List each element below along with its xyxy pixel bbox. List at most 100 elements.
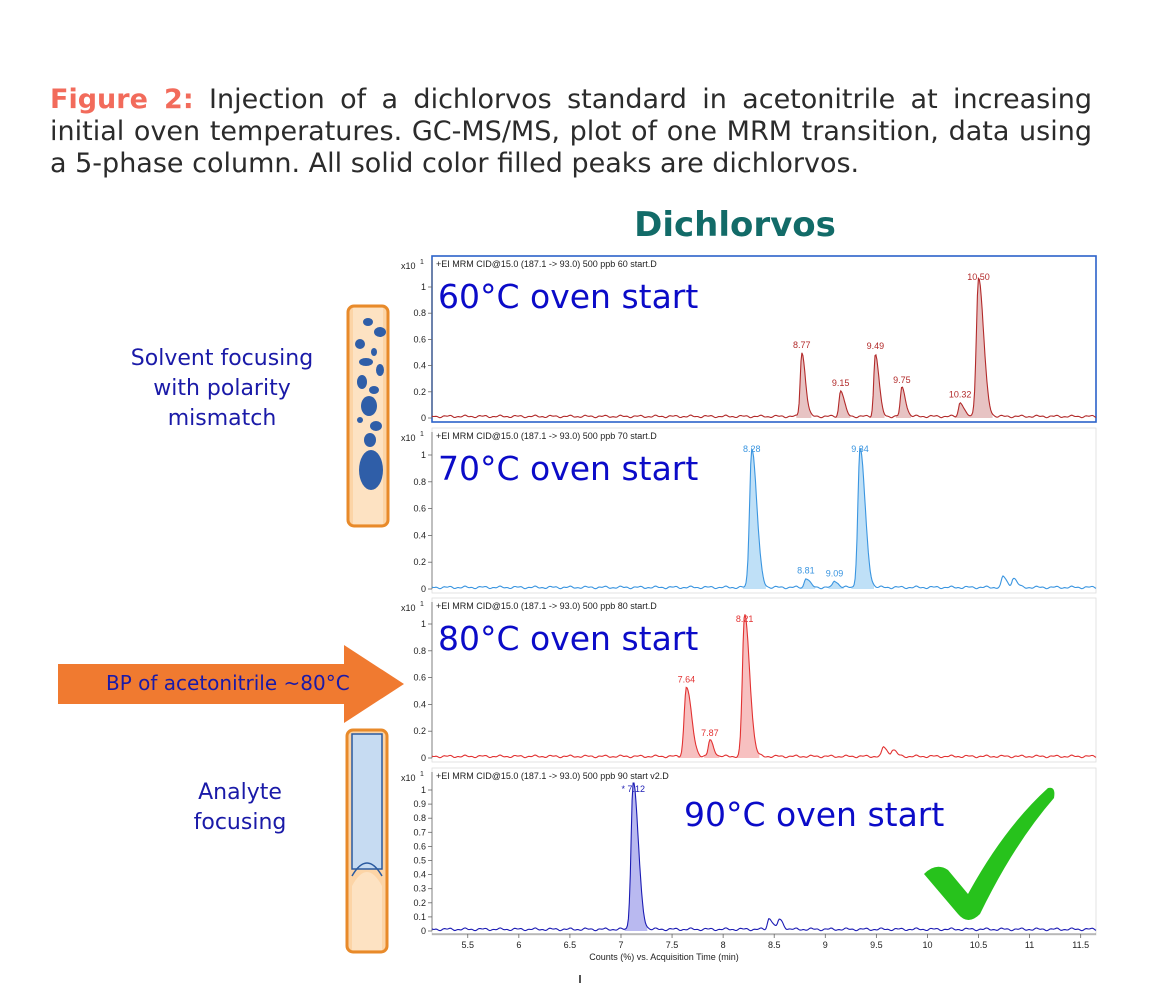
y-tick-label: 0.4 <box>413 361 426 371</box>
y-tick-label: 0.7 <box>413 827 426 837</box>
panel-header-3: +EI MRM CID@15.0 (187.1 -> 93.0) 500 ppb… <box>436 771 669 781</box>
y-tick-label: 0.8 <box>413 308 426 318</box>
series-line-3 <box>431 782 1097 932</box>
column-solvent-focusing-illustration <box>346 304 390 528</box>
x-tick-label: 8 <box>721 940 726 950</box>
green-checkmark-icon <box>924 787 1055 920</box>
x-tick-label: 6.5 <box>564 940 577 950</box>
series-line-1 <box>431 447 1097 590</box>
peak-label-7.87: 7.87 <box>701 728 719 738</box>
peak-label-9.34: 9.34 <box>851 444 869 454</box>
scale-exp-2: 1 <box>420 601 424 608</box>
peak-label-8.77: 8.77 <box>793 340 811 350</box>
x-tick-label: 5.5 <box>461 940 474 950</box>
peak-label-9.15: 9.15 <box>832 378 850 388</box>
peak-label-9.09: 9.09 <box>826 568 844 578</box>
y-tick-label: 0.4 <box>413 530 426 540</box>
x-axis-label: Counts (%) vs. Acquisition Time (min) <box>589 952 739 962</box>
y-tick-label: 0 <box>421 413 426 423</box>
peak-fill-10.32 <box>954 402 970 418</box>
scale-label-1: x10 <box>401 433 416 443</box>
caption-text: Injection of a dichlorvos standard in ac… <box>50 84 1092 179</box>
peak-label-9.49: 9.49 <box>867 341 885 351</box>
y-tick-label: 1 <box>421 450 426 460</box>
y-tick-label: 0.2 <box>413 557 426 567</box>
peak-fill-9.75 <box>895 387 911 418</box>
peak-fill-8.21 <box>735 614 760 758</box>
orange-arrow-icon <box>58 645 404 723</box>
x-tick-label: 10.5 <box>970 940 988 950</box>
analyte-focusing-label: Analyte focusing <box>193 780 287 835</box>
peak-label-8.28: 8.28 <box>743 444 761 454</box>
x-tick-label: 9 <box>823 940 828 950</box>
peak-label-10.5: 10.50 <box>967 272 990 282</box>
peak-label-8.81: 8.81 <box>797 566 815 576</box>
peak-label-10.32: 10.32 <box>949 390 972 400</box>
panel-header-2: +EI MRM CID@15.0 (187.1 -> 93.0) 500 ppb… <box>436 601 657 611</box>
figure-label: Figure 2: <box>50 84 194 115</box>
scale-exp-3: 1 <box>420 771 424 778</box>
y-tick-label: 0 <box>421 926 426 936</box>
figure-caption: Figure 2: Injection of a dichlorvos stan… <box>50 84 1092 180</box>
scale-label-3: x10 <box>401 773 416 783</box>
y-tick-label: 1 <box>421 619 426 629</box>
x-tick-label: 11 <box>1025 940 1034 950</box>
peak-fill-9.15 <box>835 390 851 418</box>
panel-label-0: 60°C oven start <box>438 277 698 316</box>
bp-arrow: BP of acetonitrile ~80°C <box>58 645 404 723</box>
x-tick-label: 11.5 <box>1072 940 1089 950</box>
stray-mark <box>579 975 581 983</box>
y-tick-label: 0.2 <box>413 387 426 397</box>
y-tick-label: 0 <box>421 753 426 763</box>
y-tick-label: 0.4 <box>413 699 426 709</box>
y-tick-label: 0.6 <box>413 841 426 851</box>
x-tick-label: 7 <box>618 940 623 950</box>
y-tick-label: 0 <box>421 584 426 594</box>
panel-frame-2 <box>431 597 1097 763</box>
panel-frame-3 <box>431 767 1097 936</box>
y-tick-label: 0.2 <box>413 726 426 736</box>
peak-label-9.75: 9.75 <box>893 375 911 385</box>
peak-label-7.64: 7.64 <box>678 674 696 684</box>
scale-exp-0: 1 <box>420 259 424 266</box>
y-tick-label: 1 <box>421 282 426 292</box>
y-tick-label: 0.6 <box>413 673 426 683</box>
column-analyte-focusing-illustration <box>345 728 389 954</box>
peak-label-7.12: * 7.12 <box>621 784 645 794</box>
series-line-0 <box>431 277 1097 419</box>
y-tick-label: 1 <box>421 785 426 795</box>
series-line-2 <box>431 614 1097 759</box>
y-tick-label: 0.5 <box>413 856 426 866</box>
scale-label-0: x10 <box>401 261 416 271</box>
scale-label-2: x10 <box>401 603 416 613</box>
peak-fill-8.81 <box>800 578 816 589</box>
panel-label-1: 70°C oven start <box>438 449 698 488</box>
scale-exp-1: 1 <box>420 431 424 438</box>
y-tick-label: 0.3 <box>413 884 426 894</box>
y-tick-label: 0.4 <box>413 870 426 880</box>
peak-fill-9.09 <box>828 581 844 589</box>
x-tick-label: 9.5 <box>870 940 883 950</box>
x-tick-label: 6 <box>516 940 521 950</box>
chart-title: Dichlorvos <box>634 205 836 245</box>
x-tick-label: 8.5 <box>768 940 781 950</box>
panel-header-0: +EI MRM CID@15.0 (187.1 -> 93.0) 500 ppb… <box>436 259 657 269</box>
panel-label-3: 90°C oven start <box>684 795 944 834</box>
y-tick-label: 0.9 <box>413 799 426 809</box>
panel-frame-1 <box>431 427 1097 594</box>
y-tick-label: 0.6 <box>413 504 426 514</box>
panel-header-1: +EI MRM CID@15.0 (187.1 -> 93.0) 500 ppb… <box>436 431 657 441</box>
y-tick-label: 0.8 <box>413 477 426 487</box>
y-tick-label: 0.8 <box>413 813 426 823</box>
y-tick-label: 0.2 <box>413 898 426 908</box>
peak-label-8.21: 8.21 <box>736 614 754 624</box>
solvent-focusing-label: Solvent focusing with polarity mismatch <box>130 346 314 431</box>
x-tick-label: 10 <box>922 940 932 950</box>
bp-arrow-label: BP of acetonitrile ~80°C <box>106 671 350 695</box>
y-tick-label: 0.1 <box>413 912 426 922</box>
panel-label-2: 80°C oven start <box>438 619 698 658</box>
x-tick-label: 7.5 <box>666 940 679 950</box>
y-tick-label: 0.8 <box>413 646 426 656</box>
y-tick-label: 0.6 <box>413 334 426 344</box>
